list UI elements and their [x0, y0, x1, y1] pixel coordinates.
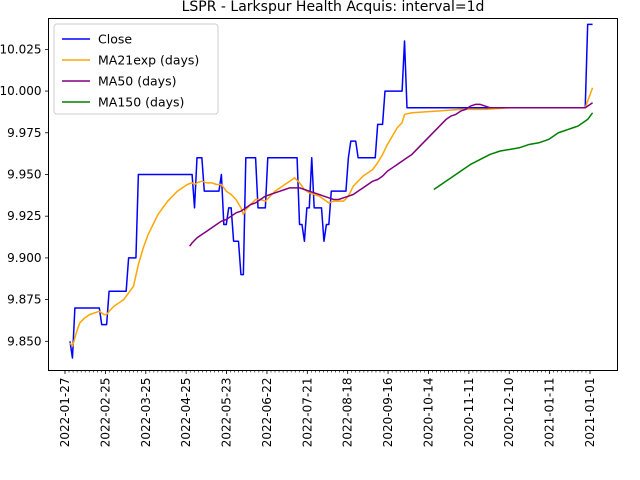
x-tick-label: 2020-11-11 — [462, 378, 476, 448]
y-tick-label: 9.975 — [7, 126, 41, 140]
series-line-close — [69, 23, 593, 359]
series-line-ma150 — [433, 112, 594, 191]
series-line-ma50 — [189, 102, 593, 247]
x-tick-label: 2022-01-27 — [58, 378, 72, 448]
legend-label: Close — [98, 32, 132, 47]
y-tick-label: 10.025 — [0, 42, 42, 56]
x-tick-label: 2022-08-18 — [341, 378, 355, 448]
legend: Close MA21exp (days) MA50 (days) MA150 (day… — [53, 23, 219, 115]
y-axis: 9.850 9.875 9.900 9.925 9.950 9.975 10.000 10.0… — [0, 42, 49, 348]
x-tick-label: 2022-05-23 — [220, 378, 234, 448]
legend-box — [53, 23, 219, 115]
x-tick-label: 2020-10-14 — [421, 378, 435, 448]
legend-label: MA50 (days) — [98, 74, 176, 89]
plot-frame — [48, 18, 618, 371]
x-tick-label: 2022-02-25 — [98, 378, 112, 448]
series-lines — [69, 23, 594, 359]
x-tick-label: 2022-06-22 — [260, 378, 274, 448]
x-tick-label: 2021-01-01 — [583, 378, 597, 448]
y-tick-label: 9.950 — [7, 167, 41, 181]
x-tick-label: 2022-04-25 — [179, 378, 193, 448]
legend-label: MA21exp (days) — [98, 53, 199, 68]
x-tick-label: 2021-01-11 — [543, 378, 557, 448]
y-tick-label: 10.000 — [0, 84, 42, 98]
legend-label: MA150 (days) — [98, 95, 184, 110]
x-tick-label: 2022-07-21 — [300, 378, 314, 448]
x-axis: 2022-01-27 2022-02-25 2022-03-25 2022-04-25… — [58, 370, 597, 448]
x-tick-label: 2020-09-16 — [381, 378, 395, 448]
y-tick-label: 9.875 — [7, 293, 41, 307]
y-tick-label: 9.900 — [7, 251, 41, 265]
x-tick-label: 2022-03-25 — [139, 378, 153, 448]
x-tick-label: 2020-12-10 — [502, 378, 516, 448]
y-tick-label: 9.850 — [7, 334, 41, 348]
y-tick-label: 9.925 — [7, 209, 41, 223]
chart-title: LSPR - Larkspur Health Acquis: interval=… — [182, 0, 485, 15]
